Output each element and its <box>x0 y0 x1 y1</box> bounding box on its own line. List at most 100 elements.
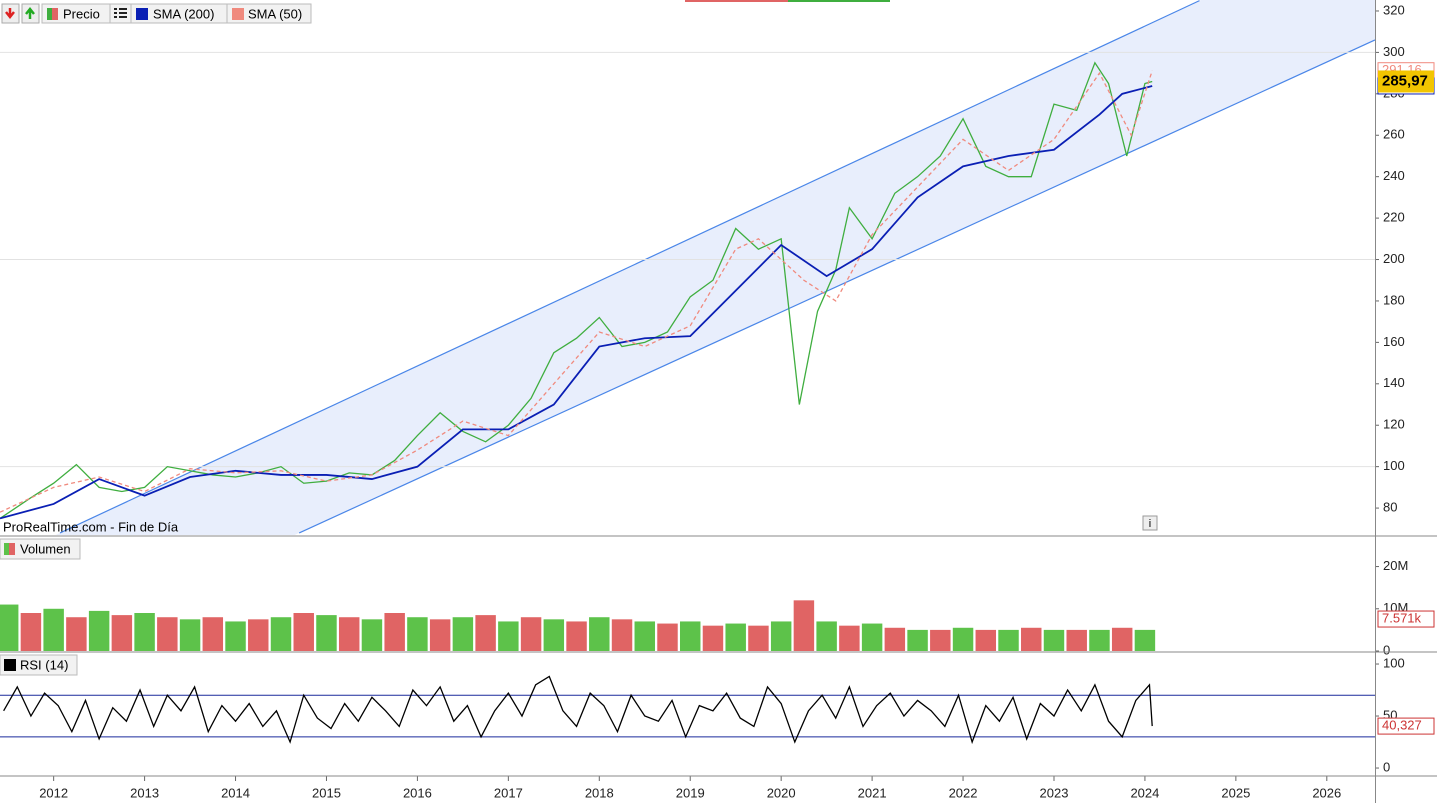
panel <box>0 600 1156 651</box>
y-tick-label: 100 <box>1383 655 1405 670</box>
volume-bar <box>657 623 678 651</box>
channel-line <box>298 39 1375 534</box>
top-strip <box>788 0 890 2</box>
legend-icon <box>9 543 15 555</box>
volume-bar <box>384 613 405 651</box>
value-label-box <box>1377 717 1435 735</box>
volume-bar <box>770 621 792 651</box>
panel-title: RSI (14) <box>20 657 68 672</box>
volume-bar <box>1134 629 1156 651</box>
x-tick-label: 2020 <box>767 785 796 800</box>
volume-bar <box>452 617 474 651</box>
volume-bar <box>429 619 451 651</box>
x-tick-label: 2016 <box>403 785 432 800</box>
top-strip <box>685 0 788 2</box>
volume-bar <box>589 617 610 651</box>
volume-bar <box>361 619 383 651</box>
arrow-up-icon <box>25 6 35 19</box>
legend-icon <box>232 8 244 20</box>
legend-icon <box>52 8 58 20</box>
y-tick-label: 240 <box>1383 168 1405 183</box>
volume-bar <box>20 613 42 651</box>
y-tick-label: 220 <box>1383 210 1405 225</box>
volume-bar <box>884 627 906 651</box>
y-tick-label: 100 <box>1383 458 1405 473</box>
volume-bar <box>0 604 19 651</box>
x-tick-label: 2017 <box>494 785 523 800</box>
legend-label: SMA (200) <box>153 6 214 21</box>
x-tick-label: 2021 <box>858 785 887 800</box>
volume-bar <box>634 621 655 651</box>
y-tick-label: 0 <box>1383 642 1390 657</box>
legend-icon <box>4 659 16 671</box>
legend-label: Precio <box>63 6 100 21</box>
list-icon <box>114 8 127 18</box>
x-tick-label: 2014 <box>221 785 250 800</box>
legend-item[interactable] <box>226 3 312 24</box>
x-tick-label: 2013 <box>130 785 159 800</box>
panel <box>0 0 1375 535</box>
volume-bar <box>1043 629 1065 651</box>
info-icon: i <box>1149 518 1151 530</box>
volume-bar <box>498 621 519 651</box>
volume-bar <box>1021 627 1042 651</box>
x-tick-label: 2018 <box>585 785 614 800</box>
legend-item[interactable] <box>0 538 81 560</box>
watermark: ProRealTime.com - Fin de Día <box>3 519 179 534</box>
volume-bar <box>248 619 269 651</box>
volume-bar <box>66 617 87 651</box>
legend-icon <box>136 8 148 20</box>
volume-bar <box>338 617 360 651</box>
legend-icon <box>4 543 9 555</box>
volume-bar <box>952 627 974 651</box>
value-label: 7.571k <box>1382 610 1422 625</box>
info-button[interactable] <box>1142 515 1158 531</box>
arrow-down-icon <box>5 8 15 20</box>
volume-bar <box>816 621 837 651</box>
y-tick-label: 200 <box>1383 251 1405 266</box>
volume-bar <box>293 613 314 651</box>
volume-bar <box>839 625 860 651</box>
volume-bar <box>1089 629 1110 651</box>
volume-bar <box>611 619 633 651</box>
y-tick-label: 300 <box>1383 44 1405 59</box>
volume-bar <box>111 615 133 651</box>
y-tick-label: 120 <box>1383 417 1405 432</box>
legend-icon <box>47 8 52 20</box>
x-tick-label: 2026 <box>1312 785 1341 800</box>
volume-bar <box>157 617 178 651</box>
y-tick-label: 180 <box>1383 292 1405 307</box>
volume-bar <box>907 629 928 651</box>
volume-bar <box>725 623 746 651</box>
volume-bar <box>179 619 201 651</box>
volume-bar <box>861 623 883 651</box>
volume-bar <box>975 629 997 651</box>
panel-title: Volumen <box>20 541 71 556</box>
volume-bar <box>316 615 337 651</box>
x-tick-label: 2015 <box>312 785 341 800</box>
volume-bar <box>702 625 724 651</box>
legend-item[interactable] <box>0 654 78 676</box>
series-line <box>3 675 1153 745</box>
y-tick-label: 320 <box>1383 2 1405 17</box>
volume-bar <box>998 629 1019 651</box>
y-tick-label: 140 <box>1383 375 1405 390</box>
volume-bar <box>793 600 815 651</box>
volume-bar <box>520 617 542 651</box>
volume-bar <box>134 613 155 651</box>
volume-bar <box>407 617 428 651</box>
volume-bar <box>748 625 769 651</box>
y-tick-label: 260 <box>1383 127 1405 142</box>
x-tick-label: 2019 <box>676 785 705 800</box>
y-tick-label: 160 <box>1383 334 1405 349</box>
volume-bar <box>43 608 64 651</box>
x-tick-label: 2022 <box>949 785 978 800</box>
volume-bar <box>88 610 110 651</box>
volume-bar <box>1111 627 1133 651</box>
volume-bar <box>566 621 587 651</box>
volume-bar <box>202 617 224 651</box>
x-tick-label: 2012 <box>39 785 68 800</box>
